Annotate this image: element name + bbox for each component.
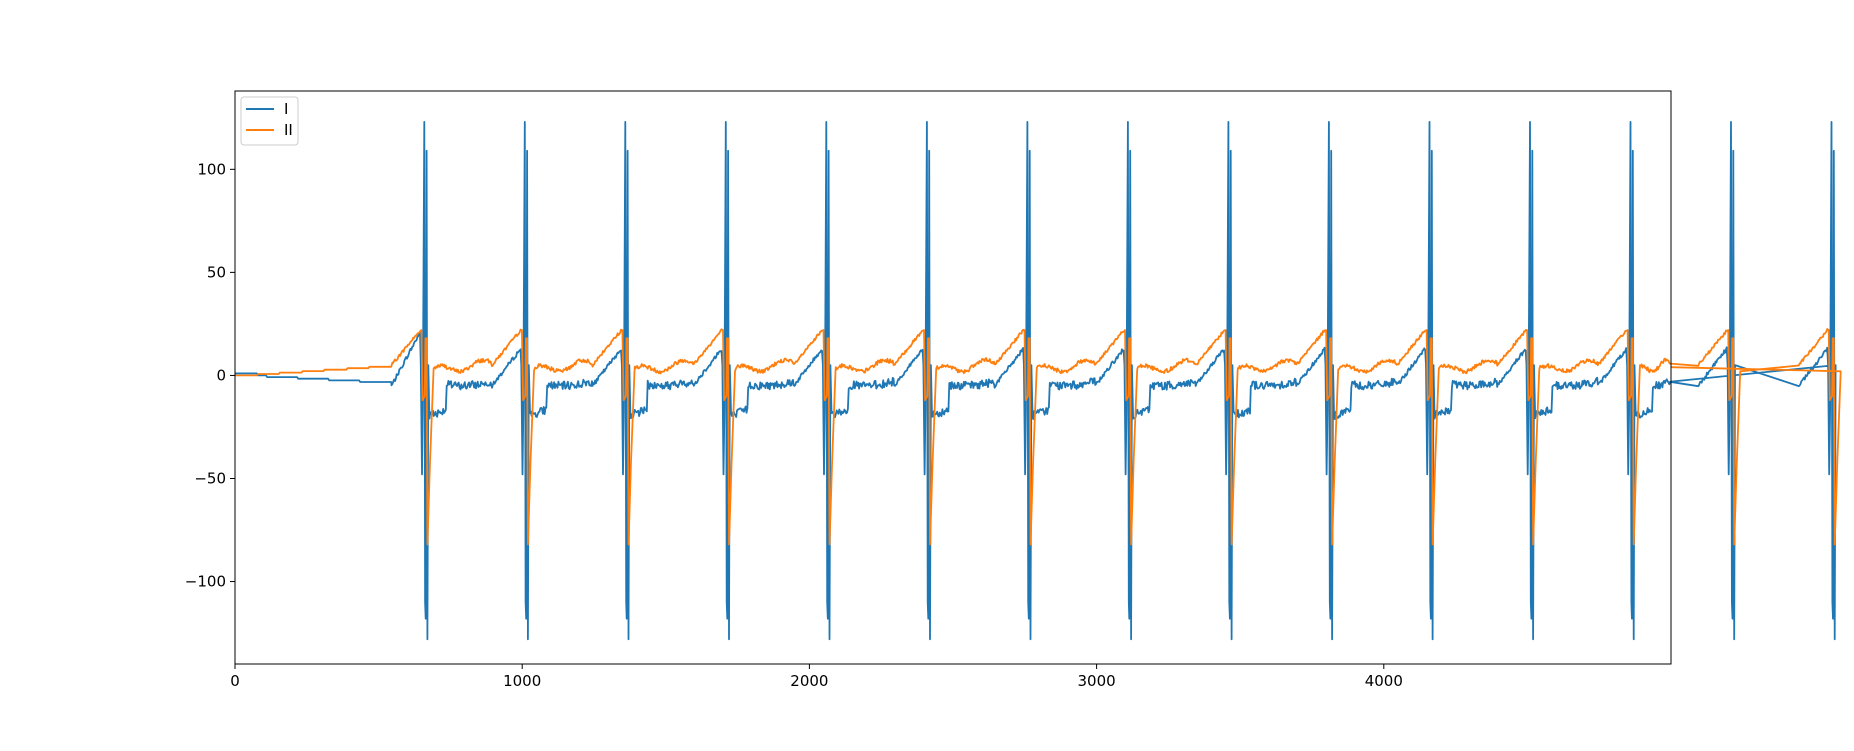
series-line-I — [235, 121, 1837, 641]
y-tick-label: 50 — [207, 263, 226, 281]
legend-label: I — [284, 100, 288, 118]
y-axis: −100 −50 0 50 100 — [185, 160, 235, 591]
x-tick-label: 3000 — [1078, 672, 1116, 690]
y-tick-label: −100 — [185, 573, 226, 591]
legend-label: II — [284, 121, 293, 139]
y-tick-label: −50 — [194, 469, 226, 487]
x-tick-label: 2000 — [790, 672, 828, 690]
x-tick-label: 4000 — [1365, 672, 1403, 690]
plot-frame — [234, 90, 1672, 665]
x-axis: 0 1000 2000 3000 4000 — [230, 664, 1403, 690]
series-line-II — [235, 328, 1842, 546]
x-tick-label: 1000 — [503, 672, 541, 690]
plot-area — [235, 91, 1671, 664]
y-tick-label: 100 — [197, 160, 226, 178]
legend: III — [240, 96, 299, 146]
y-tick-label: 0 — [216, 366, 226, 384]
series-layer — [235, 121, 1842, 641]
x-tick-label: 0 — [230, 672, 240, 690]
